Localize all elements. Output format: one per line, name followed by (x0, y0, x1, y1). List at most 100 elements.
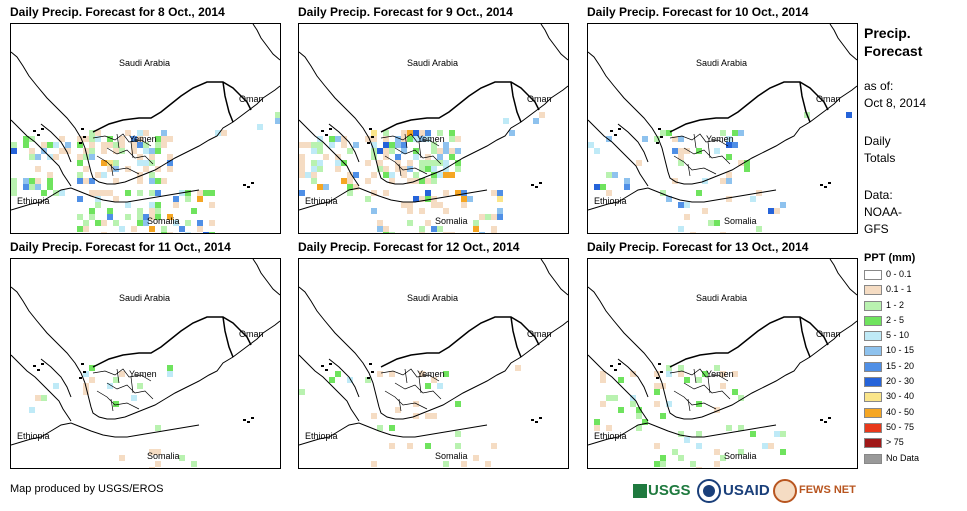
somali-coastline (299, 187, 488, 211)
logos-graphic (633, 479, 797, 503)
precip-cell (660, 455, 666, 461)
precip-cell (59, 136, 65, 142)
precip-cell (23, 136, 29, 142)
precip-cell (509, 130, 515, 136)
precip-cell (317, 142, 323, 148)
precip-cell (425, 136, 431, 142)
precip-cell (455, 160, 461, 166)
precip-cell (383, 232, 389, 233)
precip-cell (588, 142, 594, 148)
legend-header: Precip. Forecast (864, 24, 922, 60)
precip-cell (185, 220, 191, 226)
precip-cell (491, 232, 497, 233)
precip-cell (377, 220, 383, 226)
precip-cell (425, 166, 431, 172)
forecast-map-1: Saudi Arabia Oman Yemen Ethiopia Somalia (10, 23, 281, 234)
precip-cell (329, 377, 335, 383)
precip-cell (630, 401, 636, 407)
precip-cell (149, 190, 155, 196)
legend-swatch (864, 346, 882, 357)
precip-cell (455, 190, 461, 196)
precip-cell (311, 166, 317, 172)
precip-cell (83, 178, 89, 184)
precip-cell (678, 371, 684, 377)
precip-cell (437, 226, 443, 232)
precip-cell (83, 136, 89, 142)
precip-cell (696, 467, 702, 468)
precip-cell (431, 148, 437, 154)
precip-cell (149, 148, 155, 154)
precip-cell (89, 154, 95, 160)
precip-cell (720, 178, 726, 184)
map-label-yemen: Yemen (706, 134, 734, 144)
legend-swatch (864, 438, 882, 449)
precip-cell (485, 461, 491, 467)
precip-cell (720, 383, 726, 389)
precip-cell (407, 178, 413, 184)
precip-cell (161, 226, 167, 232)
map-label-oman: Oman (239, 94, 264, 104)
map-canvas (299, 24, 568, 233)
precip-cell (666, 130, 672, 136)
precip-cell (335, 371, 341, 377)
precip-cell (678, 365, 684, 371)
precip-cell (407, 202, 413, 208)
precip-cell (419, 226, 425, 232)
precip-cell (185, 196, 191, 202)
data-source-label: Data: (864, 188, 893, 202)
somali-coastline (11, 187, 200, 211)
precip-cell (594, 419, 600, 425)
precip-cell (654, 371, 660, 377)
precip-cell (660, 461, 666, 467)
legend-label: 2 - 5 (886, 314, 905, 325)
legend-label: 1 - 2 (886, 299, 905, 310)
precip-cell (137, 136, 143, 142)
precip-cell (654, 389, 660, 395)
precip-cell (209, 220, 215, 226)
precip-cell (732, 142, 738, 148)
precip-cell (149, 154, 155, 160)
oman-yemen-border (510, 316, 522, 358)
usgs-logo-icon (633, 484, 647, 498)
precip-cell (678, 160, 684, 166)
legend-label: 20 - 30 (886, 376, 915, 387)
precip-cell (672, 136, 678, 142)
precip-cell (59, 148, 65, 154)
precip-cell (107, 166, 113, 172)
precip-cell (672, 449, 678, 455)
precip-cell (89, 130, 95, 136)
precip-cell (89, 365, 95, 371)
precip-cell (89, 142, 95, 148)
precip-cell (425, 196, 431, 202)
precip-cell (714, 148, 720, 154)
arabian-coastline (588, 51, 857, 185)
precip-cell (726, 178, 732, 184)
precip-cell (425, 160, 431, 166)
as-of-value: Oct 8, 2014 (864, 96, 927, 110)
precip-cell (395, 154, 401, 160)
precip-cell (491, 190, 497, 196)
precip-cell (455, 148, 461, 154)
precip-cell (473, 455, 479, 461)
precip-cell (666, 371, 672, 377)
precip-cell (365, 196, 371, 202)
precip-cell (155, 425, 161, 431)
precip-cell (95, 196, 101, 202)
precip-cell (125, 214, 131, 220)
precip-cell (395, 160, 401, 166)
precip-cell (594, 184, 600, 190)
precip-cell (131, 226, 137, 232)
daily-label: Daily (864, 134, 891, 148)
african-coastline (588, 119, 649, 187)
precip-cell (473, 220, 479, 226)
precip-cell (714, 449, 720, 455)
precip-cell (491, 214, 497, 220)
map-label-ethiopia: Ethiopia (594, 196, 627, 206)
precip-cell (654, 401, 660, 407)
precip-cell (353, 184, 359, 190)
legend-label: 15 - 20 (886, 360, 915, 371)
precip-cell (443, 148, 449, 154)
precip-cell (371, 208, 377, 214)
precip-cell (443, 172, 449, 178)
precip-cell (600, 401, 606, 407)
